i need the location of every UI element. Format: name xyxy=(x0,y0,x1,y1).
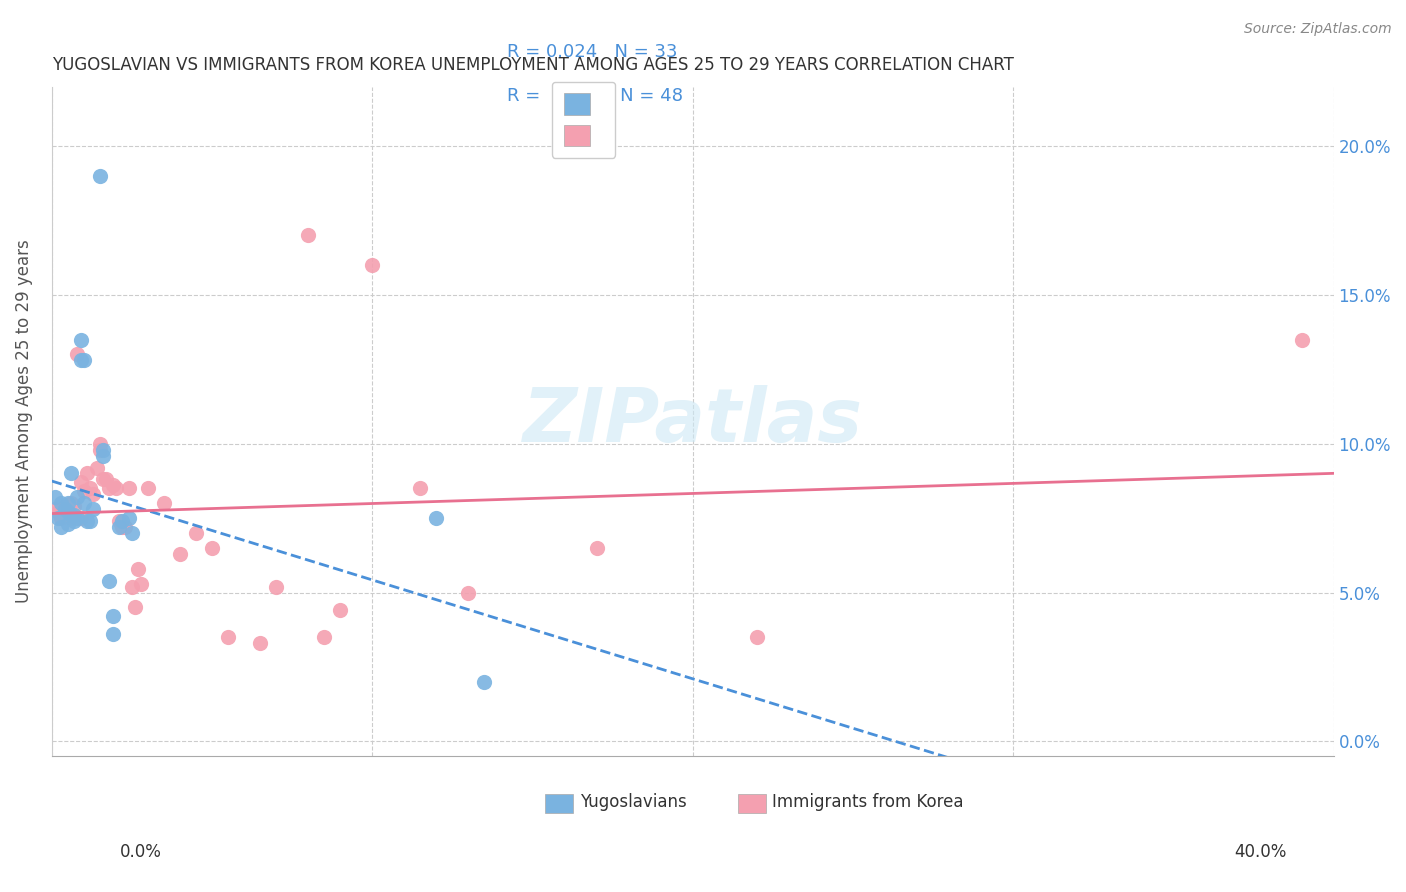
Point xyxy=(91,449,114,463)
Point xyxy=(66,511,89,525)
Point xyxy=(264,580,287,594)
Point xyxy=(111,520,134,534)
Point xyxy=(111,514,134,528)
Point xyxy=(44,491,66,505)
Point xyxy=(89,442,111,457)
Point xyxy=(51,496,73,510)
Point xyxy=(98,482,121,496)
Point xyxy=(101,478,124,492)
Point xyxy=(82,502,104,516)
Point xyxy=(101,609,124,624)
Point xyxy=(108,520,131,534)
Point xyxy=(56,517,79,532)
Point xyxy=(76,514,98,528)
Text: Yugoslavians: Yugoslavians xyxy=(579,793,686,811)
Point xyxy=(169,547,191,561)
Text: 0.0%: 0.0% xyxy=(120,843,162,861)
Point xyxy=(59,496,82,510)
Point xyxy=(118,482,141,496)
Point xyxy=(153,496,176,510)
Point xyxy=(69,333,91,347)
Text: ZIPatlas: ZIPatlas xyxy=(523,385,863,458)
Text: Source: ZipAtlas.com: Source: ZipAtlas.com xyxy=(1244,22,1392,37)
Point xyxy=(56,505,79,519)
Point xyxy=(69,475,91,490)
Point xyxy=(127,562,149,576)
Point xyxy=(51,520,73,534)
Point xyxy=(73,496,96,510)
Point xyxy=(63,514,86,528)
Point xyxy=(89,169,111,183)
Point xyxy=(53,502,76,516)
Point xyxy=(56,508,79,523)
Point xyxy=(361,258,384,272)
Point xyxy=(201,541,224,555)
Point xyxy=(1291,333,1313,347)
Point xyxy=(91,472,114,486)
Y-axis label: Unemployment Among Ages 25 to 29 years: Unemployment Among Ages 25 to 29 years xyxy=(15,240,32,603)
Point xyxy=(101,627,124,641)
Point xyxy=(136,482,159,496)
Point xyxy=(51,511,73,525)
Text: Immigrants from Korea: Immigrants from Korea xyxy=(772,793,963,811)
Point xyxy=(79,514,101,528)
Point xyxy=(63,500,86,514)
Point xyxy=(297,228,319,243)
Point xyxy=(66,347,89,361)
Point xyxy=(217,630,239,644)
Text: R = 0.024   N = 33: R = 0.024 N = 33 xyxy=(506,43,678,61)
Point xyxy=(121,580,143,594)
Point xyxy=(79,482,101,496)
Point xyxy=(409,482,432,496)
Point xyxy=(124,600,146,615)
Point xyxy=(82,487,104,501)
Point xyxy=(59,511,82,525)
Point xyxy=(329,603,352,617)
Point xyxy=(314,630,336,644)
Point xyxy=(131,576,153,591)
Point xyxy=(59,508,82,523)
Point xyxy=(69,511,91,525)
Point xyxy=(249,636,271,650)
Point xyxy=(104,482,127,496)
Point xyxy=(73,484,96,499)
Point xyxy=(76,467,98,481)
Text: R =  0.161   N = 48: R = 0.161 N = 48 xyxy=(506,87,683,105)
Point xyxy=(86,460,108,475)
Point xyxy=(457,585,479,599)
Point xyxy=(184,526,207,541)
Point xyxy=(46,511,69,525)
Point xyxy=(46,505,69,519)
Point xyxy=(585,541,607,555)
Point xyxy=(98,574,121,588)
Bar xyxy=(546,795,574,814)
Point xyxy=(474,674,496,689)
Point xyxy=(108,514,131,528)
Point xyxy=(69,353,91,368)
Point xyxy=(745,630,768,644)
Point xyxy=(59,467,82,481)
Point xyxy=(63,508,86,523)
Point xyxy=(66,491,89,505)
Point xyxy=(89,436,111,450)
Point xyxy=(118,511,141,525)
Point xyxy=(73,353,96,368)
Text: YUGOSLAVIAN VS IMMIGRANTS FROM KOREA UNEMPLOYMENT AMONG AGES 25 TO 29 YEARS CORR: YUGOSLAVIAN VS IMMIGRANTS FROM KOREA UNE… xyxy=(52,56,1014,74)
Point xyxy=(91,442,114,457)
Point xyxy=(121,526,143,541)
Point xyxy=(53,500,76,514)
Point xyxy=(114,520,136,534)
Point xyxy=(44,502,66,516)
Legend: , : , xyxy=(553,81,616,158)
Point xyxy=(56,496,79,510)
Bar xyxy=(738,795,766,814)
Point xyxy=(425,511,447,525)
Point xyxy=(96,472,118,486)
Text: 40.0%: 40.0% xyxy=(1234,843,1286,861)
